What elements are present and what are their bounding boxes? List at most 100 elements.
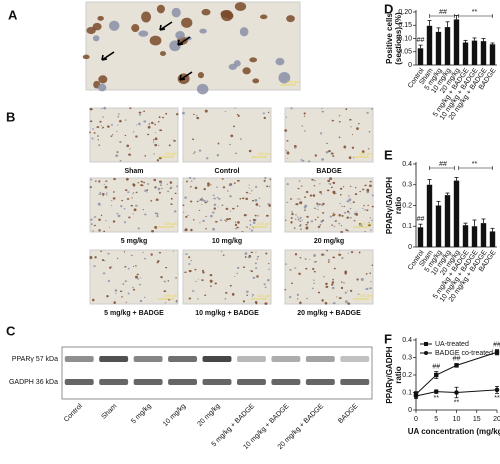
cell — [127, 292, 130, 295]
cell — [349, 289, 353, 292]
cell — [154, 123, 156, 126]
cell — [214, 220, 218, 223]
cell — [158, 157, 162, 160]
cell — [210, 214, 213, 218]
cell — [366, 209, 369, 212]
cell — [343, 205, 345, 208]
cell — [209, 279, 213, 283]
cell — [242, 300, 246, 303]
cell — [188, 263, 191, 265]
cell — [139, 299, 143, 303]
cell — [320, 220, 324, 223]
cell — [169, 181, 173, 184]
cell — [294, 252, 298, 256]
cell — [371, 264, 374, 266]
cell — [93, 132, 96, 134]
cell — [297, 187, 300, 190]
cell — [299, 198, 301, 200]
cell — [358, 123, 360, 125]
cell — [330, 152, 334, 155]
cell — [267, 279, 270, 282]
cell — [327, 261, 330, 263]
cell — [184, 271, 187, 274]
cell — [344, 291, 347, 294]
cell — [371, 219, 373, 222]
cell — [295, 203, 299, 206]
cell — [234, 228, 237, 230]
micrograph-caption: BADGE — [316, 168, 342, 175]
cell — [341, 256, 344, 260]
cell — [130, 254, 133, 257]
cell — [242, 266, 246, 268]
cell — [332, 155, 335, 157]
cell — [368, 223, 371, 227]
cell — [301, 125, 304, 127]
cell — [369, 272, 372, 274]
cell — [144, 213, 147, 216]
micrograph — [284, 107, 374, 163]
cell — [333, 192, 336, 195]
cell — [154, 186, 157, 189]
cell — [133, 131, 135, 133]
cell — [286, 151, 290, 155]
cell — [340, 286, 344, 290]
cell — [346, 210, 350, 213]
cell — [349, 185, 352, 187]
cell — [221, 204, 224, 206]
x-tick-label: 0 — [414, 416, 418, 423]
cell — [222, 254, 225, 256]
cell — [97, 15, 104, 21]
cell — [268, 268, 270, 270]
cell — [326, 142, 328, 145]
cell — [205, 215, 207, 217]
cell — [170, 186, 173, 189]
cell — [216, 154, 220, 157]
cell — [132, 265, 135, 267]
blot-frame — [61, 346, 373, 400]
cell — [265, 214, 269, 217]
cell — [142, 209, 144, 211]
cell — [340, 281, 343, 283]
cell — [347, 252, 350, 254]
cell — [153, 178, 157, 182]
cell — [231, 292, 235, 296]
cell — [89, 120, 93, 123]
cell — [289, 295, 292, 299]
cell — [299, 201, 303, 205]
cell — [346, 290, 349, 292]
cell — [243, 213, 247, 217]
cell — [227, 190, 229, 192]
cell — [229, 195, 232, 198]
cell — [358, 224, 362, 226]
cell — [351, 134, 354, 136]
cell — [303, 112, 306, 115]
cell — [159, 51, 167, 57]
cell — [248, 187, 250, 189]
cell — [202, 219, 206, 222]
cell — [154, 132, 156, 134]
cell — [172, 250, 175, 252]
cell — [371, 194, 374, 197]
cell — [156, 159, 159, 162]
cell — [332, 278, 334, 281]
cell — [285, 219, 287, 221]
cell — [245, 197, 248, 201]
cell — [157, 144, 160, 146]
cell — [159, 182, 163, 184]
bar — [462, 42, 469, 65]
panel-label: B — [6, 109, 15, 124]
cell — [144, 155, 147, 157]
cell — [115, 154, 119, 158]
cell — [258, 197, 261, 199]
cell — [334, 220, 337, 223]
cell — [296, 298, 299, 300]
cell — [204, 294, 207, 296]
y-tick-label: 0 — [408, 407, 412, 414]
scale-bar-label: 100 μm — [164, 293, 178, 298]
cell — [150, 121, 154, 125]
cell — [139, 277, 142, 279]
cell — [203, 199, 206, 202]
cell — [235, 152, 237, 155]
cell — [201, 279, 204, 281]
cell — [286, 15, 295, 23]
